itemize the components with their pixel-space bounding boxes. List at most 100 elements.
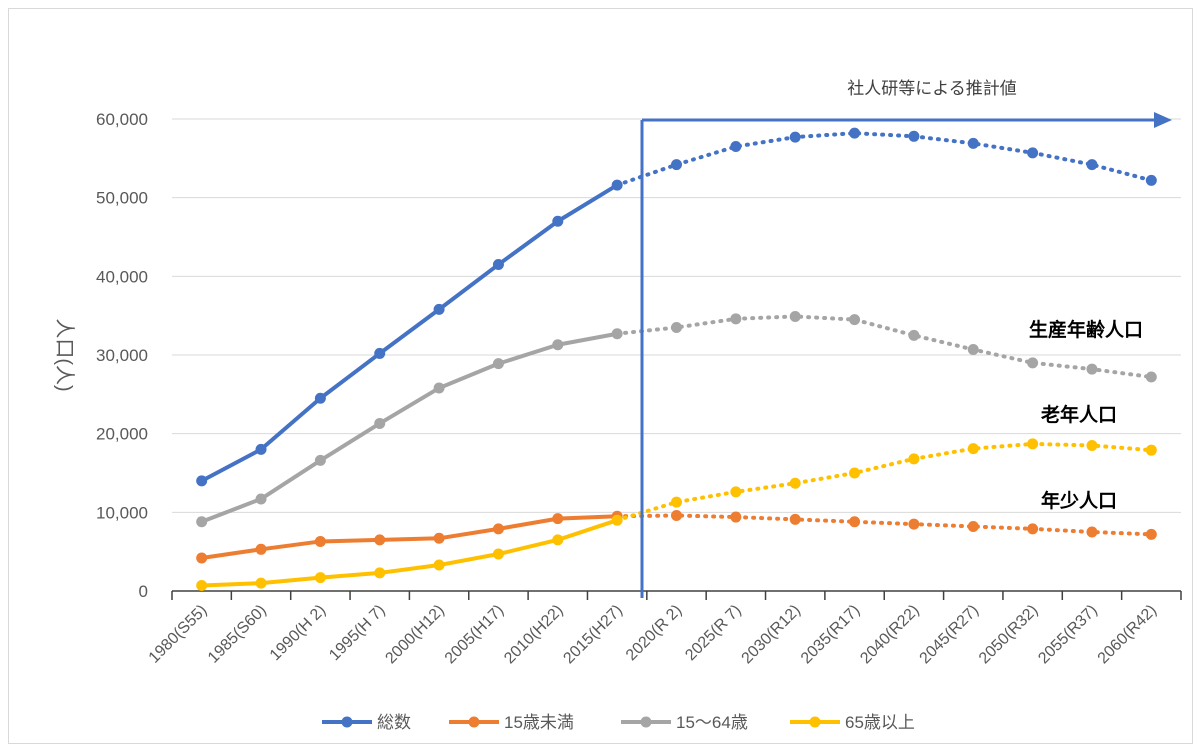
data-point (1145, 528, 1157, 540)
legend-marker (468, 716, 480, 728)
data-point (314, 572, 326, 584)
data-point (1086, 439, 1098, 451)
data-point (1027, 438, 1039, 450)
series-3 (196, 438, 1157, 591)
data-point (671, 496, 682, 508)
x-tick-label: 2005(H17) (442, 602, 507, 667)
legend-marker (640, 716, 652, 728)
data-point (1086, 526, 1098, 538)
data-point (789, 131, 801, 143)
legend-entry: 15歳未満 (449, 713, 574, 732)
data-point (1027, 523, 1039, 535)
legend-entry: 15～64歳 (621, 713, 748, 732)
data-point (849, 467, 861, 479)
projection-arrow-head (1154, 112, 1172, 128)
data-point (730, 511, 742, 523)
data-point (314, 454, 326, 466)
legend: 総数 15歳未満 15～64歳 65歳以上 (322, 713, 915, 732)
legend-marker (341, 716, 353, 728)
series-1 (196, 509, 1157, 564)
data-point (671, 321, 682, 333)
data-point (552, 513, 564, 525)
data-point (908, 518, 920, 530)
data-point (196, 475, 208, 487)
x-tick-label: 2015(H27) (560, 602, 625, 667)
data-point (908, 130, 920, 142)
data-point (789, 477, 801, 489)
y-tick-label: 40,000 (96, 267, 148, 286)
data-point (433, 559, 445, 571)
series-line-actual (200, 331, 618, 524)
legend-marker (809, 716, 821, 728)
x-tick-label: 2010(H22) (501, 602, 566, 667)
x-tick-label: 2000(H12) (382, 602, 447, 667)
data-point (908, 329, 920, 341)
projection-annotation: 社人研等による推計値 (847, 79, 1017, 98)
x-tick-label: 2050(R32) (976, 602, 1041, 667)
data-point (611, 328, 623, 340)
chart-frame (8, 8, 1193, 744)
data-point (552, 534, 564, 546)
data-point (492, 523, 504, 535)
data-point (314, 392, 326, 404)
legend-label: 総数 (377, 713, 411, 732)
series-line-projection (615, 513, 1154, 537)
data-point (849, 127, 861, 139)
series-line-actual (200, 183, 619, 483)
data-point (908, 453, 920, 465)
data-point (789, 513, 801, 525)
series-line-actual (201, 518, 618, 588)
label-elderly: 老年人口 (1041, 403, 1117, 426)
y-tick-label: 20,000 (96, 425, 148, 444)
data-point (552, 215, 564, 227)
x-tick-label: 1985(S60) (205, 602, 270, 667)
data-point (849, 516, 861, 528)
data-point (611, 179, 623, 191)
y-tick-label: 30,000 (96, 346, 148, 365)
series-line-projection (615, 131, 1154, 188)
data-point (1086, 159, 1098, 171)
y-tick-label: 50,000 (96, 189, 148, 208)
legend-entry: 65歳以上 (790, 713, 915, 732)
data-point (255, 543, 267, 555)
y-tick-label: 60,000 (96, 110, 148, 129)
label-working-age: 生産年齢人口 (1029, 318, 1143, 341)
y-tick-label: 10,000 (96, 503, 148, 522)
legend-label: 15～64歳 (676, 713, 748, 732)
x-tick-label: 2030(R12) (739, 602, 804, 667)
data-point (967, 520, 979, 532)
data-point (492, 259, 504, 271)
series-0 (196, 127, 1157, 487)
data-point (374, 417, 386, 429)
data-point (967, 137, 979, 149)
x-tick-label: 2040(R22) (857, 602, 922, 667)
legend-label: 15歳未満 (504, 713, 574, 732)
series-2 (196, 310, 1157, 528)
data-point (1145, 444, 1157, 456)
data-point (314, 535, 326, 547)
x-tick-label: 2025(R 7) (682, 602, 744, 664)
data-point (1086, 363, 1098, 375)
data-point (849, 314, 861, 326)
data-point (374, 534, 386, 546)
data-point (255, 443, 267, 455)
x-tick-label: 2045(R27) (917, 602, 982, 667)
data-point (196, 579, 208, 591)
legend-entry: 総数 (322, 713, 411, 732)
y-tick-label: 0 (139, 582, 148, 601)
x-tick-label: 2060(R42) (1095, 602, 1160, 667)
data-point (730, 313, 742, 325)
label-youth: 年少人口 (1041, 489, 1117, 512)
data-point (433, 303, 445, 315)
data-point (374, 347, 386, 359)
data-point (1145, 371, 1157, 383)
data-point (374, 567, 386, 579)
series-line-projection (615, 441, 1154, 523)
series-line-actual (201, 514, 618, 560)
x-tick-label: 2020(R 2) (623, 602, 685, 664)
data-point (255, 577, 267, 589)
data-point (1145, 174, 1157, 186)
data-point (730, 141, 742, 153)
data-point (789, 310, 801, 322)
